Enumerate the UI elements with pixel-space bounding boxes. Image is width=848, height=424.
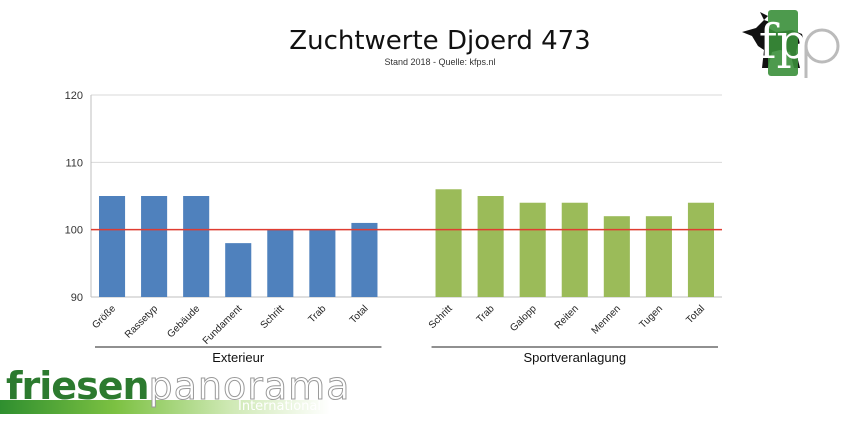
x-tick-label: Gebäude <box>165 303 202 340</box>
bar <box>645 216 672 297</box>
y-tick-label: 110 <box>65 157 83 169</box>
x-tick-label: Rassetyp <box>123 303 161 341</box>
x-tick-label: Fundament <box>201 303 245 347</box>
brand-subtitle: International <box>238 399 321 414</box>
x-tick-label: Größe <box>90 303 118 331</box>
group-label: Exterieur <box>212 350 265 365</box>
bar <box>561 202 588 297</box>
brand-part1: friesen <box>6 364 150 408</box>
bar <box>519 202 546 297</box>
bar <box>603 216 630 297</box>
chart-title: Zuchtwerte Djoerd 473 <box>289 26 591 56</box>
logo-letter-f: fp <box>759 14 808 70</box>
bar <box>267 229 294 297</box>
y-tick-label: 100 <box>65 225 83 237</box>
bar <box>141 196 168 297</box>
bar <box>687 202 715 297</box>
x-tick-label: Total <box>684 303 707 326</box>
x-tick-label: Mennen <box>590 303 623 336</box>
bar <box>309 229 336 297</box>
chart-subtitle: Stand 2018 - Quelle: kfps.nl <box>384 57 496 67</box>
bar <box>351 222 378 297</box>
group-label: Sportveranlagung <box>523 350 626 365</box>
x-tick-label: Trab <box>306 303 328 325</box>
kfp-logo: fp <box>742 10 840 78</box>
brand-bar <box>0 400 330 414</box>
x-tick-label: Trab <box>475 303 497 325</box>
bar <box>225 243 252 297</box>
bar <box>435 189 462 297</box>
brand-wordmark: friesenpanorama <box>6 364 351 409</box>
x-tick-label: Total <box>348 303 371 326</box>
bar <box>183 196 210 297</box>
x-tick-label: Galopp <box>508 303 539 334</box>
x-tick-label: Schritt <box>427 303 455 331</box>
friesenpanorama-logo: friesenpanorama International <box>0 362 350 424</box>
y-tick-label: 120 <box>65 90 83 102</box>
y-tick-label: 90 <box>71 292 83 304</box>
x-tick-label: Tugen <box>637 303 665 331</box>
bar <box>477 196 504 297</box>
bar <box>98 196 126 297</box>
x-tick-label: Schritt <box>259 303 287 331</box>
brand-part2: panorama <box>148 364 351 409</box>
x-tick-label: Reiten <box>553 303 581 331</box>
